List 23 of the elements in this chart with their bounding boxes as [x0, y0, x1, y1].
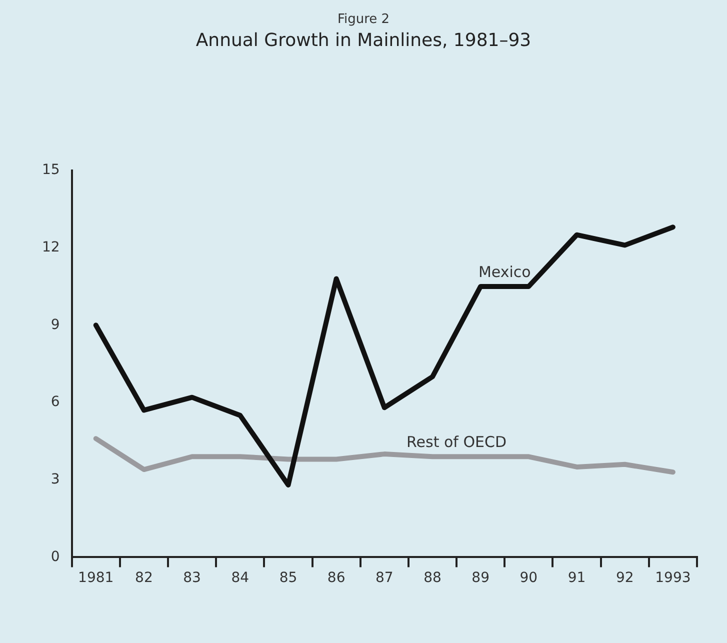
- y-tick-label: 9: [50, 316, 60, 333]
- x-tick-label: 89: [472, 570, 490, 586]
- x-tick-label: 91: [568, 570, 586, 586]
- x-tick-label: 1993: [655, 570, 691, 586]
- x-tick-label: 84: [231, 570, 250, 586]
- x-tick-label: 1981: [78, 570, 114, 586]
- x-tick-label: 88: [424, 570, 442, 586]
- series-label: Mexico: [478, 262, 531, 281]
- chart-title: Annual Growth in Mainlines, 1981–93: [194, 30, 532, 51]
- y-tick-label: 6: [50, 394, 60, 410]
- y-tick-label: 12: [42, 239, 60, 256]
- x-tick-label: 87: [375, 570, 394, 586]
- y-tick-label: 15: [42, 162, 60, 178]
- x-tick-label: 86: [327, 570, 346, 586]
- x-tick-label: 90: [520, 570, 538, 586]
- x-tick-label: 92: [616, 570, 634, 586]
- x-tick-label: 85: [279, 570, 298, 586]
- x-tick-label: 83: [183, 570, 201, 586]
- y-tick-label: 3: [50, 471, 60, 488]
- y-tick-label: 0: [50, 548, 60, 565]
- series-label: Rest of OECD: [406, 433, 507, 452]
- x-tick-label: 82: [135, 570, 153, 586]
- chart-subtitle: Figure 2: [336, 12, 391, 27]
